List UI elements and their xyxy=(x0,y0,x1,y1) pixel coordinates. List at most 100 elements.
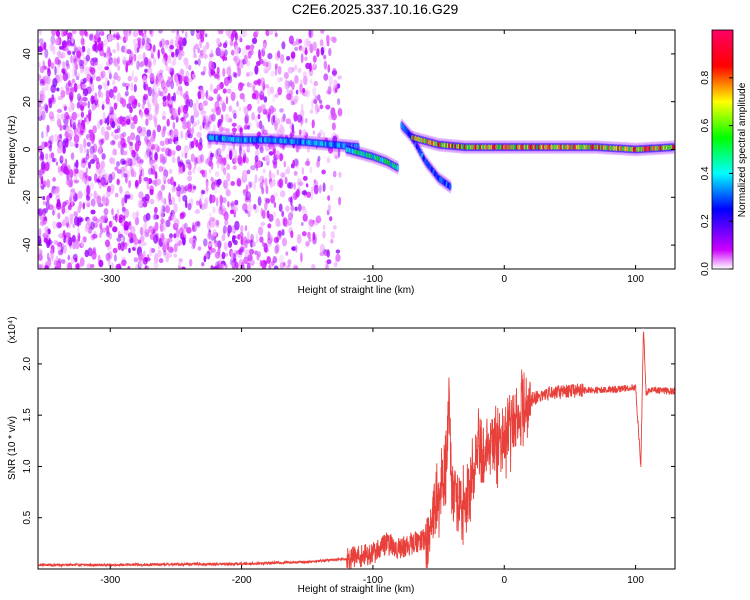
heatmap-cell xyxy=(111,120,116,129)
heatmap-cell xyxy=(162,241,166,249)
heatmap-cell xyxy=(302,208,308,215)
heatmap-cell xyxy=(161,47,165,55)
heatmap-cell xyxy=(97,84,103,90)
heatmap-cell xyxy=(46,178,51,188)
heatmap-cell xyxy=(135,210,139,217)
heatmap-cell xyxy=(201,189,206,195)
heatmap-cell xyxy=(270,70,275,77)
heatmap-cell xyxy=(126,118,131,125)
heatmap-cell xyxy=(192,185,197,190)
heatmap-cell xyxy=(191,224,197,233)
heatmap-cell xyxy=(135,134,141,144)
heatmap-cell xyxy=(154,257,158,265)
heatmap-cell xyxy=(133,237,139,246)
heatmap-cell xyxy=(112,75,119,80)
heatmap-cell xyxy=(173,92,176,102)
heatmap-cell xyxy=(314,104,319,111)
heatmap-cell xyxy=(99,118,104,125)
heatmap-cell xyxy=(161,155,168,164)
heatmap-cell xyxy=(58,45,64,50)
snr-point xyxy=(470,476,472,478)
heatmap-cell xyxy=(231,127,237,133)
heatmap-cell xyxy=(291,81,295,91)
heatmap-cell xyxy=(136,37,142,42)
heatmap-cell xyxy=(179,214,185,220)
heatmap-cell xyxy=(70,55,74,64)
heatmap-cell xyxy=(98,218,104,223)
heatmap-cell xyxy=(158,258,164,264)
heatmap-cell xyxy=(234,220,240,231)
heatmap-cell xyxy=(205,181,209,187)
heatmap-cell xyxy=(38,105,44,111)
heatmap-cell xyxy=(57,50,62,59)
heatmap-cell xyxy=(85,199,91,207)
heatmap-cell xyxy=(244,113,250,124)
heatmap-cell xyxy=(44,84,49,91)
heatmap-cell xyxy=(303,75,308,86)
heatmap-cell xyxy=(210,194,216,204)
heatmap-cell xyxy=(190,30,195,37)
heatmap-cell xyxy=(227,240,233,248)
heatmap-cell xyxy=(120,158,126,165)
heatmap-cell xyxy=(176,241,181,247)
heatmap-cell xyxy=(50,62,55,70)
heatmap-cell xyxy=(38,74,42,81)
heatmap-cell xyxy=(191,126,195,135)
heatmap-cell xyxy=(89,33,94,38)
heatmap-cell xyxy=(216,157,222,164)
heatmap-cell xyxy=(101,153,106,160)
heatmap-cell xyxy=(194,209,200,214)
x-tick-label: 0 xyxy=(501,274,507,285)
heatmap-cell xyxy=(133,114,138,125)
heatmap-cell xyxy=(187,77,193,83)
heatmap-cell xyxy=(306,191,312,198)
heatmap-cell xyxy=(283,160,287,168)
heatmap-cell xyxy=(93,190,97,200)
heatmap-cell xyxy=(293,182,296,190)
snr-point xyxy=(516,414,519,416)
heatmap-cell xyxy=(68,129,74,138)
heatmap-cell xyxy=(261,259,267,269)
heatmap-cell xyxy=(302,129,307,137)
heatmap-cell xyxy=(312,55,317,63)
heatmap-cell xyxy=(254,174,258,184)
heatmap-cell xyxy=(80,37,85,46)
heatmap-cell xyxy=(161,147,165,152)
heatmap-cell xyxy=(163,251,168,258)
heatmap-cell xyxy=(212,228,217,238)
heatmap-cell xyxy=(332,149,339,157)
heatmap-cell xyxy=(188,98,194,108)
heatmap-cell xyxy=(118,262,122,269)
heatmap-cell xyxy=(107,34,112,42)
heatmap-cell xyxy=(86,86,92,94)
heatmap-cell xyxy=(283,72,289,79)
heatmap-cell xyxy=(137,199,142,209)
heatmap-cell xyxy=(99,232,102,238)
heatmap-cell xyxy=(100,70,106,79)
heatmap-cell xyxy=(185,131,188,141)
heatmap-cell xyxy=(65,30,68,35)
heatmap-cell xyxy=(80,239,84,248)
heatmap-cell xyxy=(286,93,292,101)
heatmap-cell xyxy=(90,182,95,190)
heatmap-cell xyxy=(267,113,271,123)
heatmap-cell xyxy=(124,45,128,55)
heatmap-cell xyxy=(77,232,81,242)
heatmap-cell xyxy=(293,170,298,176)
heatmap-cell xyxy=(159,91,164,97)
heatmap-cell xyxy=(260,207,264,217)
heatmap-cell xyxy=(200,34,205,43)
heatmap-cell xyxy=(218,30,224,35)
heatmap-cell xyxy=(90,264,95,268)
heatmap-cell xyxy=(210,162,214,170)
heatmap-cell xyxy=(282,113,286,119)
heatmap-cell xyxy=(64,168,71,176)
heatmap-cell xyxy=(260,221,266,227)
heatmap-cell xyxy=(113,134,119,141)
heatmap-cell xyxy=(302,175,308,181)
heatmap-cell xyxy=(217,96,223,101)
heatmap-cell xyxy=(222,179,229,189)
snr-panel: -300 -200 -100 0 100 0.5 1.0 1.5 2.0 Height of … xyxy=(7,316,676,595)
heatmap-cell xyxy=(214,171,220,178)
heatmap-cell xyxy=(309,166,313,174)
